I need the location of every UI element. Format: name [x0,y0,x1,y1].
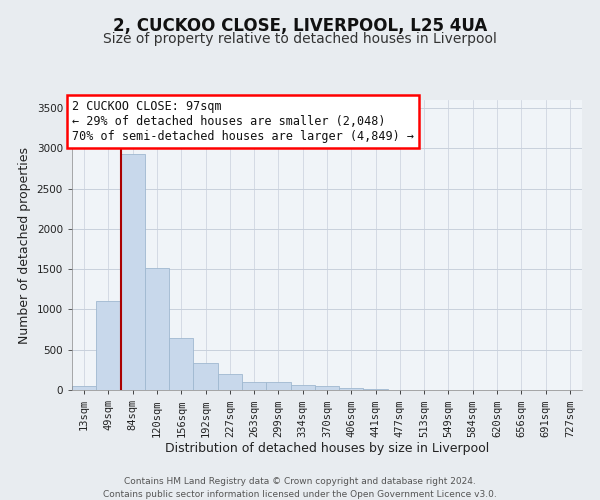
Text: Contains HM Land Registry data © Crown copyright and database right 2024.: Contains HM Land Registry data © Crown c… [124,478,476,486]
Text: 2 CUCKOO CLOSE: 97sqm
← 29% of detached houses are smaller (2,048)
70% of semi-d: 2 CUCKOO CLOSE: 97sqm ← 29% of detached … [72,100,414,143]
Bar [315,386,339,390]
Bar [72,386,96,390]
Bar [96,302,121,390]
Bar [145,268,169,390]
X-axis label: Distribution of detached houses by size in Liverpool: Distribution of detached houses by size … [165,442,489,455]
Bar [290,385,315,390]
Text: Contains public sector information licensed under the Open Government Licence v3: Contains public sector information licen… [103,490,497,499]
Bar [364,389,388,390]
Bar [242,382,266,390]
Bar [218,374,242,390]
Bar [169,338,193,390]
Text: Size of property relative to detached houses in Liverpool: Size of property relative to detached ho… [103,32,497,46]
Bar [266,382,290,390]
Y-axis label: Number of detached properties: Number of detached properties [18,146,31,344]
Bar [121,154,145,390]
Bar [193,364,218,390]
Bar [339,388,364,390]
Text: 2, CUCKOO CLOSE, LIVERPOOL, L25 4UA: 2, CUCKOO CLOSE, LIVERPOOL, L25 4UA [113,18,487,36]
